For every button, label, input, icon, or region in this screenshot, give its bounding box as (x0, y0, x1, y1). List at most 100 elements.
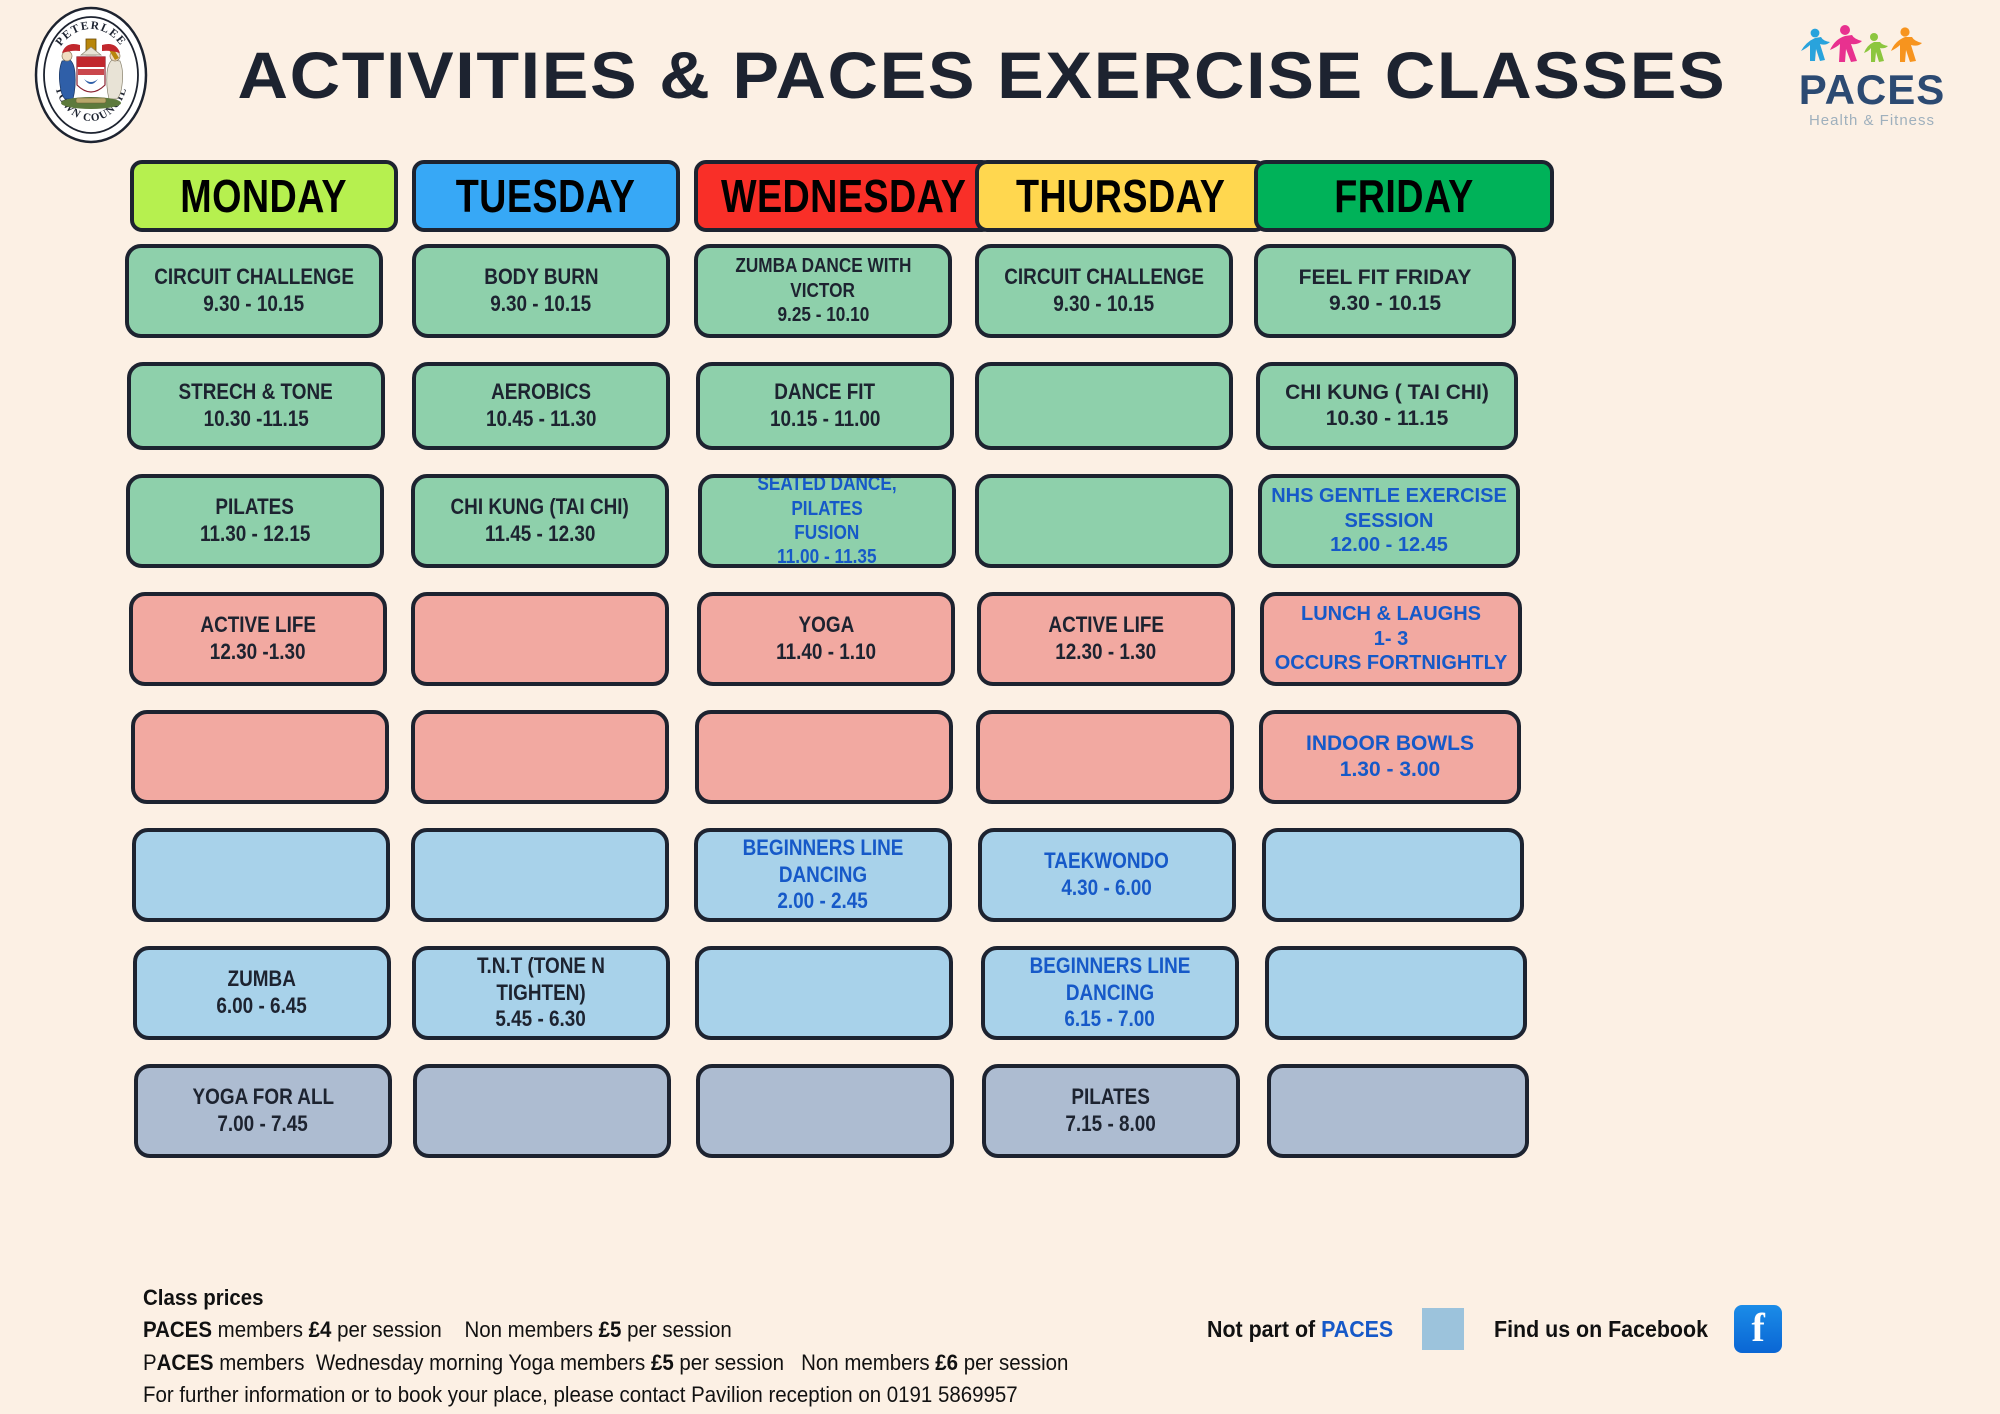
class-slot[interactable] (1262, 828, 1524, 922)
class-slot[interactable]: BODY BURN 9.30 - 10.15 (412, 244, 670, 338)
class-name: CHI KUNG (TAI CHI) (450, 494, 630, 520)
class-name: ZUMBA DANCE WITH (734, 255, 912, 278)
paces-tagline: Health & Fitness (1808, 111, 1936, 129)
class-slot[interactable]: STRECH & TONE 10.30 -11.15 (127, 362, 385, 450)
day-header-label: TUESDAY (456, 170, 636, 222)
class-time: 12.30 -1.30 (210, 639, 306, 664)
legend-paces-brand: PACES (1321, 1315, 1394, 1342)
day-header-monday: MONDAY (130, 160, 398, 232)
class-name: INDOOR BOWLS (1306, 732, 1474, 756)
class-slot[interactable]: AEROBICS 10.45 - 11.30 (412, 362, 670, 450)
day-header-label: FRIDAY (1334, 170, 1474, 222)
page-header: PETERLEE TOWN COUNCIL (0, 0, 2000, 150)
timetable-row: BEGINNERS LINE DANCING 2.00 - 2.45 TAEKWON… (130, 820, 1888, 938)
class-slot[interactable]: DANCE FIT 10.15 - 11.00 (696, 362, 954, 450)
class-time: 11.00 - 11.35 (777, 546, 877, 568)
timetable-row: INDOOR BOWLS 1.30 - 3.00 (130, 702, 1888, 820)
class-slot[interactable]: LUNCH & LAUGHS 1- 3 OCCURS FORTNIGHTLY (1260, 592, 1522, 686)
class-time: 12.00 - 12.45 (1330, 534, 1448, 557)
class-slot[interactable] (695, 710, 953, 804)
class-name: FEEL FIT FRIDAY (1298, 266, 1472, 290)
class-time: 9.30 - 10.15 (1053, 291, 1155, 316)
day-header-friday: FRIDAY (1254, 160, 1554, 232)
class-slot[interactable]: CHI KUNG ( TAI CHI) 10.30 - 11.15 (1256, 362, 1518, 450)
class-time: OCCURS FORTNIGHTLY (1274, 652, 1508, 675)
class-slot[interactable]: NHS GENTLE EXERCISE SESSION 12.00 - 12.45 (1258, 474, 1520, 568)
class-slot[interactable] (975, 474, 1233, 568)
class-slot[interactable]: PILATES 11.30 - 12.15 (126, 474, 384, 568)
class-name-cont: SESSION (1344, 509, 1434, 532)
class-name: STRECH & TONE (178, 379, 334, 405)
class-time: 12.30 - 1.30 (1055, 639, 1157, 664)
class-slot[interactable]: BEGINNERS LINE DANCING 2.00 - 2.45 (694, 828, 952, 922)
facebook-icon[interactable] (1734, 1305, 1783, 1353)
class-slot[interactable] (411, 828, 669, 922)
class-slot[interactable]: BEGINNERS LINE DANCING 6.15 - 7.00 (981, 946, 1239, 1040)
class-name: CIRCUIT CHALLENGE (1004, 264, 1204, 290)
class-slot[interactable]: INDOOR BOWLS 1.30 - 3.00 (1259, 710, 1521, 804)
class-slot[interactable] (1265, 946, 1527, 1040)
class-slot[interactable]: ZUMBA DANCE WITH VICTOR 9.25 - 10.10 (694, 244, 952, 338)
class-name: ACTIVE LIFE (1048, 612, 1164, 638)
class-name: NHS GENTLE EXERCISE (1271, 485, 1507, 508)
day-header-wednesday: WEDNESDAY (694, 160, 994, 232)
contact-line: For further information or to book your … (143, 1381, 1018, 1407)
timetable-row: PILATES 11.30 - 12.15 CHI KUNG (TAI CHI) 11… (126, 466, 1888, 584)
class-name: T.N.T (TONE N TIGHTEN) (477, 952, 605, 1005)
page-footer: Class prices PACES members £4 per sessio… (0, 1282, 2000, 1414)
class-slot[interactable]: PILATES 7.15 - 8.00 (982, 1064, 1240, 1158)
day-header-label: MONDAY (180, 170, 348, 222)
class-time: 1.30 - 3.00 (1339, 758, 1441, 781)
class-name: YOGA (798, 612, 854, 638)
class-slot[interactable]: T.N.T (TONE N TIGHTEN) 5.45 - 6.30 (412, 946, 670, 1040)
class-slot[interactable] (413, 1064, 671, 1158)
class-name: BEGINNERS LINE DANCING (1029, 952, 1191, 1005)
class-name: PILATES (215, 494, 295, 520)
class-slot[interactable] (696, 1064, 954, 1158)
legend-not-part-of-paces: Not part of PACES (1207, 1315, 1394, 1342)
class-slot[interactable]: ZUMBA 6.00 - 6.45 (133, 946, 391, 1040)
class-slot[interactable] (976, 710, 1234, 804)
class-time: 9.30 - 10.15 (1328, 292, 1442, 315)
class-slot[interactable] (131, 710, 389, 804)
class-time: 11.40 - 1.10 (776, 639, 876, 664)
timetable-row: STRECH & TONE 10.30 -11.15 AEROBICS 10.45 -… (127, 354, 1888, 466)
class-name: TAEKWONDO (1044, 848, 1170, 874)
class-time: 9.30 - 10.15 (490, 291, 592, 316)
class-slot[interactable]: FEEL FIT FRIDAY 9.30 - 10.15 (1254, 244, 1516, 338)
class-time: 9.25 - 10.10 (777, 304, 869, 327)
class-name: ACTIVE LIFE (200, 612, 316, 638)
class-slot[interactable] (411, 710, 669, 804)
timetable-grid: MONDAY TUESDAY WEDNESDAY THURSDAY FRIDAY CIRC… (125, 160, 1888, 1174)
class-name: SEATED DANCE, PILATES (757, 474, 897, 520)
class-slot[interactable]: CIRCUIT CHALLENGE 9.30 - 10.15 (125, 244, 383, 338)
class-name: DANCE FIT (774, 379, 876, 405)
footer-legend: Not part of PACES Find us on Facebook (1200, 1305, 1783, 1353)
class-slot[interactable]: SEATED DANCE, PILATES FUSION 11.00 - 11.35 (698, 474, 956, 568)
class-slot[interactable]: CHI KUNG (TAI CHI) 11.45 - 12.30 (411, 474, 669, 568)
class-slot[interactable] (695, 946, 953, 1040)
class-slot[interactable] (132, 828, 390, 922)
class-slot[interactable]: YOGA 11.40 - 1.10 (697, 592, 955, 686)
class-slot[interactable]: ACTIVE LIFE 12.30 - 1.30 (977, 592, 1235, 686)
peterlee-town-council-crest-icon: PETERLEE TOWN COUNCIL (32, 5, 150, 145)
class-name: CIRCUIT CHALLENGE (154, 264, 354, 290)
page-title: ACTIVITIES & PACES EXERCISE CLASSES (237, 38, 1727, 112)
class-prices-block: Class prices PACES members £4 per sessio… (143, 1282, 1138, 1411)
day-header-tuesday: TUESDAY (412, 160, 680, 232)
class-name-cont: 1- 3 (1373, 627, 1409, 650)
class-time: 2.00 - 2.45 (777, 888, 869, 914)
class-slot[interactable] (975, 362, 1233, 450)
timetable-row: ACTIVE LIFE 12.30 -1.30 YOGA 11.40 - 1.10 AC… (129, 584, 1888, 702)
class-name: ZUMBA (227, 966, 297, 992)
class-slot[interactable] (411, 592, 669, 686)
class-slot[interactable] (1267, 1064, 1529, 1158)
class-slot[interactable]: TAEKWONDO 4.30 - 6.00 (978, 828, 1236, 922)
class-slot[interactable]: ACTIVE LIFE 12.30 -1.30 (129, 592, 387, 686)
class-time: 9.30 - 10.15 (203, 291, 305, 316)
class-slot[interactable]: YOGA FOR ALL 7.00 - 7.45 (134, 1064, 392, 1158)
class-slot[interactable]: CIRCUIT CHALLENGE 9.30 - 10.15 (975, 244, 1233, 338)
facebook-label: Find us on Facebook (1494, 1315, 1709, 1342)
class-name-cont: FUSION (794, 522, 860, 544)
class-name: BEGINNERS LINE DANCING (742, 834, 904, 887)
